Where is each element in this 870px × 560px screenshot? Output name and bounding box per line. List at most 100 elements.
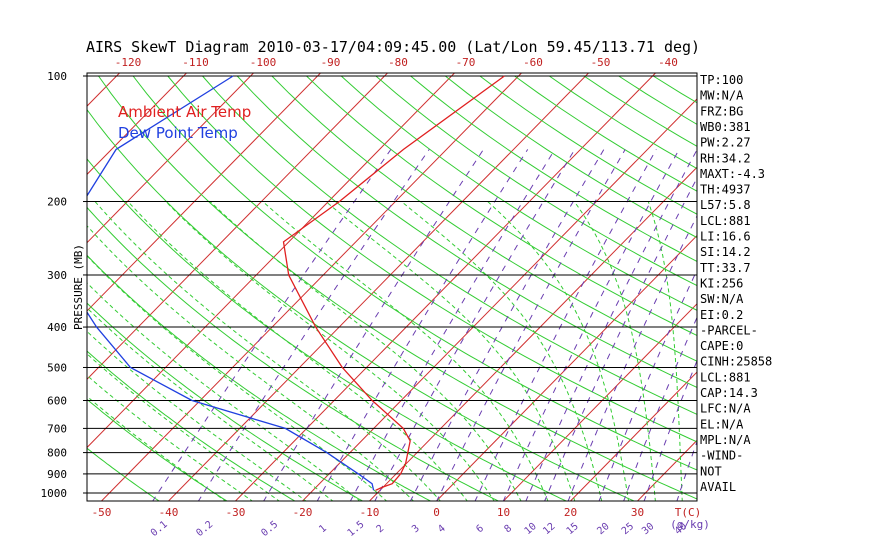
moist-adiabat-lines bbox=[87, 201, 683, 501]
index-row: CAP:14.3 bbox=[700, 386, 758, 400]
isotherm-line bbox=[369, 166, 697, 501]
mixing-ratio-label: 8 bbox=[502, 523, 514, 535]
mixing-ratio-label: 1 bbox=[317, 523, 329, 535]
mixing-ratio-label: 0.1 bbox=[149, 519, 170, 539]
index-row: KI:256 bbox=[700, 276, 743, 290]
moist-adiabat-line bbox=[87, 374, 254, 501]
mixing-ratio-label: 4 bbox=[436, 523, 448, 535]
moist-adiabat-line bbox=[573, 201, 656, 501]
isotherm-line bbox=[0, 73, 53, 501]
dry-adiabat-line bbox=[132, 75, 697, 471]
index-row: PW:2.27 bbox=[700, 136, 751, 150]
moist-adiabat-line bbox=[87, 307, 334, 501]
top-temp-tick-label: -70 bbox=[456, 56, 476, 69]
pressure-tick-label: 500 bbox=[47, 361, 67, 374]
dry-adiabat-line bbox=[87, 398, 228, 501]
ambient-air-temp-line bbox=[282, 75, 505, 491]
moist-adiabat-line bbox=[87, 353, 281, 501]
dry-adiabat-line bbox=[87, 254, 432, 501]
index-row: NOT bbox=[700, 464, 722, 478]
index-row: MW:N/A bbox=[700, 89, 744, 103]
index-row: MAXT:-4.3 bbox=[700, 167, 765, 181]
dry-adiabat-line bbox=[410, 75, 697, 262]
dry-adiabat-line bbox=[375, 75, 697, 287]
index-row: SI:14.2 bbox=[700, 245, 751, 259]
top-temp-tick-label: -90 bbox=[321, 56, 341, 69]
mixing-ratio-line bbox=[263, 149, 484, 501]
mixing-ratio-line bbox=[525, 149, 697, 501]
dry-adiabat-line bbox=[87, 108, 636, 501]
moist-adiabat-line bbox=[209, 201, 522, 501]
bottom-temp-tick-label: 10 bbox=[497, 506, 510, 519]
index-row: LCL:881 bbox=[700, 370, 751, 384]
dry-adiabat-line bbox=[340, 75, 697, 311]
bottom-temp-tick-label: -50 bbox=[92, 506, 112, 519]
mixing-ratio-label: 15 bbox=[565, 521, 581, 537]
mixing-ratio-line bbox=[349, 149, 556, 501]
pressure-tick-label: 100 bbox=[47, 70, 67, 83]
isotherm-line bbox=[168, 73, 589, 501]
top-temp-tick-label: -50 bbox=[591, 56, 611, 69]
index-row: RH:34.2 bbox=[700, 151, 751, 165]
dry-adiabat-line bbox=[514, 75, 697, 192]
bottom-temp-tick-label: -10 bbox=[360, 506, 380, 519]
bottom-temp-tick-label: 30 bbox=[631, 506, 644, 519]
isotherm-line bbox=[503, 303, 697, 501]
isotherm-line bbox=[87, 73, 187, 176]
index-row: TT:33.7 bbox=[700, 261, 751, 275]
pressure-tick-label: 900 bbox=[47, 468, 67, 481]
pressure-tick-label: 800 bbox=[47, 447, 67, 460]
top-temp-tick-label: -100 bbox=[250, 56, 277, 69]
moist-adiabat-line bbox=[87, 225, 415, 501]
index-row: FRZ:BG bbox=[700, 104, 743, 118]
isotherm-line bbox=[436, 234, 697, 501]
isotherm-line bbox=[87, 73, 388, 380]
legend: Ambient Air Temp Dew Point Temp bbox=[118, 103, 251, 142]
pressure-tick-label: 700 bbox=[47, 422, 67, 435]
y-axis-label: PRESSURE (MB) bbox=[72, 244, 85, 330]
mixing-ratio-label: 1.5 bbox=[346, 519, 367, 539]
top-temp-tick-label: -110 bbox=[182, 56, 209, 69]
index-row: EI:0.2 bbox=[700, 308, 743, 322]
mixing-ratio-label: 2 bbox=[375, 523, 387, 535]
mixing-ratio-line bbox=[316, 149, 529, 501]
moist-adiabat-line bbox=[487, 201, 630, 501]
dry-adiabat-line bbox=[306, 75, 697, 337]
index-row: EL:N/A bbox=[700, 417, 744, 431]
mixing-ratio-label: 0.5 bbox=[259, 519, 280, 539]
mixing-ratio-label: 0.2 bbox=[194, 519, 215, 539]
isotherm-line bbox=[302, 98, 697, 501]
index-row: TH:4937 bbox=[700, 183, 751, 197]
pressure-tick-label: 400 bbox=[47, 321, 67, 334]
mixing-ratio-label: 6 bbox=[474, 523, 486, 535]
index-row: LFC:N/A bbox=[700, 402, 751, 416]
mixing-ratio-label: 20 bbox=[595, 521, 611, 537]
index-row: CAPE:0 bbox=[700, 339, 743, 353]
mixing-ratio-label: 30 bbox=[640, 521, 656, 537]
moist-adiabat-line bbox=[87, 395, 227, 501]
dry-adiabat-line bbox=[236, 75, 697, 389]
bottom-temp-tick-label: -30 bbox=[226, 506, 246, 519]
isotherm-line bbox=[87, 73, 254, 244]
pressure-tick-label: 1000 bbox=[41, 487, 68, 500]
index-row: L57:5.8 bbox=[700, 198, 751, 212]
dry-adiabat-line bbox=[202, 75, 697, 415]
moist-adiabat-line bbox=[87, 330, 307, 501]
mixing-ratio-label: 3 bbox=[410, 523, 422, 535]
dry-adiabat-line bbox=[271, 75, 697, 362]
top-temp-tick-label: -120 bbox=[115, 56, 142, 69]
mixing-ratio-label: 25 bbox=[620, 521, 636, 537]
top-temp-tick-label: -60 bbox=[523, 56, 543, 69]
top-temp-tick-label: -80 bbox=[388, 56, 408, 69]
isotherm-line bbox=[87, 73, 120, 107]
dry-adiabat-line bbox=[87, 350, 296, 501]
isotherm-line bbox=[637, 439, 697, 501]
mixing-ratio-label: 10 bbox=[523, 521, 539, 537]
bottom-temp-tick-label: 0 bbox=[433, 506, 440, 519]
index-row: LCL:881 bbox=[700, 214, 751, 228]
temp-unit-label: T(C) bbox=[675, 506, 702, 519]
index-row: SW:N/A bbox=[700, 292, 744, 306]
dew-point-temp-line bbox=[87, 75, 375, 491]
